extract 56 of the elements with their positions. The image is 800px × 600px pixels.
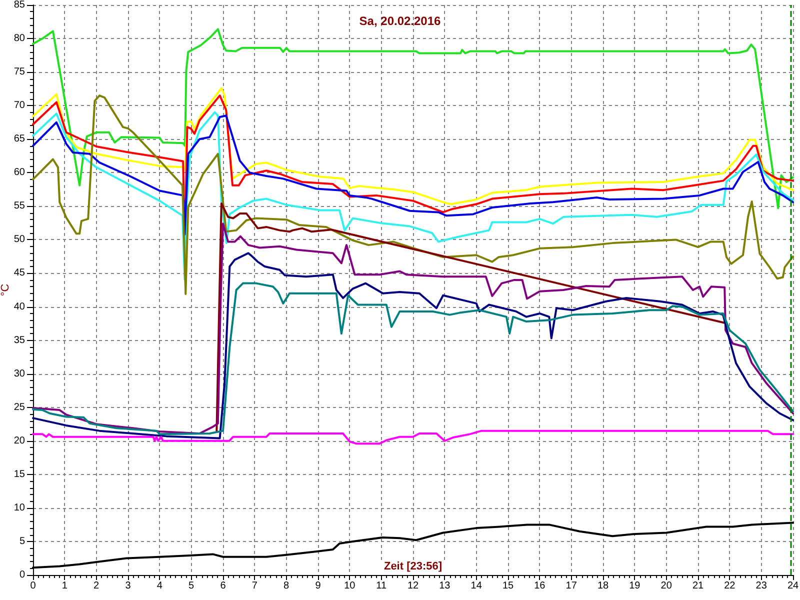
x-tick-label: 13 <box>439 580 451 592</box>
text: Sa, 20.02.2016 <box>359 14 442 28</box>
line-series <box>32 282 794 436</box>
x-tick-label: 22 <box>724 580 736 592</box>
y-tick-label: 80 <box>14 33 26 44</box>
y-tick-label: 35 <box>14 334 26 346</box>
line-series <box>32 28 794 210</box>
y-tick-label: 20 <box>14 435 26 446</box>
x-tick-label: 8 <box>284 580 290 592</box>
x-axis-title: Zeit [23:56] <box>384 560 442 572</box>
x-tick-label: 12 <box>407 580 419 592</box>
x-tick-label: 6 <box>220 580 226 592</box>
x-tick-label: 3 <box>125 580 132 592</box>
y-tick-label: 15 <box>14 468 26 480</box>
y-tick-label: 65 <box>14 134 26 145</box>
y-tick-label: 40 <box>14 301 26 312</box>
x-tick-label: 5 <box>188 580 195 592</box>
y-tick-label: 45 <box>14 268 26 279</box>
line-series <box>32 111 794 280</box>
x-tick-label: 21 <box>692 580 704 592</box>
x-tick-label: 16 <box>534 580 546 592</box>
x-tick-label: 14 <box>470 580 482 592</box>
x-tick-label: 17 <box>566 580 578 592</box>
y-tick-label: 30 <box>14 368 26 380</box>
x-tick-label: 23 <box>756 580 768 592</box>
y-tick-label: 75 <box>14 66 26 78</box>
x-tick-label: 9 <box>315 580 322 592</box>
x-tick-label: 10 <box>344 580 356 592</box>
y-tick-label: 5 <box>19 536 26 547</box>
y-axis-title: °C <box>0 284 12 296</box>
x-tick-label: 2 <box>94 580 100 592</box>
y-tick-label: 10 <box>14 502 26 514</box>
x-tick-label: 7 <box>252 580 258 592</box>
line-series <box>32 430 794 445</box>
y-tick-label: 85 <box>14 0 26 10</box>
x-tick-label: 1 <box>62 580 68 592</box>
x-tick-label: 20 <box>660 580 672 592</box>
x-tick-label: 19 <box>629 580 641 592</box>
y-tick-label: 70 <box>14 100 26 112</box>
line-series <box>32 94 794 296</box>
line-series <box>32 87 794 206</box>
line-series <box>216 202 726 432</box>
x-tick-label: 11 <box>376 580 387 592</box>
line-series <box>32 222 794 435</box>
x-tick-label: 24 <box>787 580 799 592</box>
y-tick-label: 0 <box>19 570 26 580</box>
line-series <box>32 252 794 440</box>
x-tick-label: 0 <box>30 580 36 592</box>
y-tick-label: 60 <box>14 167 26 178</box>
line-series <box>32 114 794 236</box>
y-tick-label: 55 <box>14 200 26 212</box>
x-tick-label: 15 <box>502 580 514 592</box>
x-tick-label: 18 <box>597 580 609 592</box>
y-tick-label: 25 <box>14 402 26 413</box>
y-tick-label: 50 <box>14 234 26 246</box>
x-tick-label: 4 <box>156 580 163 592</box>
